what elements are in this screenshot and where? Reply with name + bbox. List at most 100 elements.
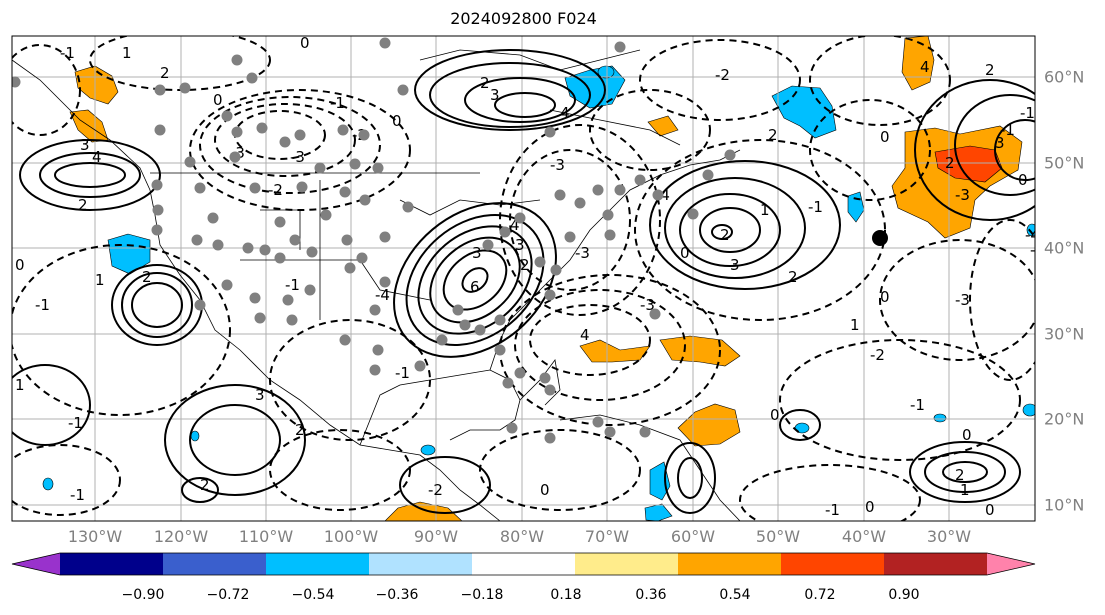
observation-point (614, 41, 626, 53)
observation-point (306, 246, 318, 258)
contour-label: 2 (768, 126, 778, 144)
observation-point (294, 129, 306, 141)
contour-label: -1 (68, 414, 83, 432)
colorbar-tick: 0.90 (888, 587, 920, 603)
observation-point (494, 314, 506, 326)
colorbar-tick: 0.18 (550, 587, 582, 603)
observation-point (221, 110, 233, 122)
contour-label: 0 (300, 34, 310, 52)
observation-point (151, 179, 163, 191)
contour-label: -1 (825, 501, 840, 519)
contour-label: 1 (95, 271, 105, 289)
contour-label: 6 (470, 278, 480, 296)
contour-label: -2 (268, 181, 283, 199)
lon-label: 30°W (926, 527, 972, 546)
observation-point (506, 422, 518, 434)
observation-point (249, 292, 261, 304)
observation-point (259, 244, 271, 256)
lon-label: 60°W (670, 527, 716, 546)
lat-label: 10°N (1044, 495, 1085, 515)
observation-point (474, 324, 486, 336)
observation-point (349, 158, 361, 170)
observation-point (604, 229, 616, 241)
observation-point (191, 234, 203, 246)
lat-label: 30°N (1044, 324, 1085, 344)
lon-label: 50°W (755, 527, 801, 546)
observation-point (614, 184, 626, 196)
lat-label: 60°N (1044, 67, 1085, 87)
contour-label: -1 (910, 396, 925, 414)
contour-label: -2 (428, 481, 443, 499)
lon-label: 100°W (323, 527, 379, 546)
lat-label: 40°N (1044, 238, 1085, 258)
contour-label: 3 (255, 386, 265, 404)
contour-label: 3 (472, 244, 482, 262)
observation-point (414, 360, 426, 372)
observation-point (592, 416, 604, 428)
colorbar-segment (60, 553, 164, 575)
contour-label: 2 (200, 476, 210, 494)
observation-point (554, 189, 566, 201)
contour-label: 2 (480, 74, 490, 92)
black-dot (872, 230, 888, 246)
observation-point (539, 372, 551, 384)
observation-point (274, 252, 286, 264)
observation-point (274, 216, 286, 228)
contour-label: 0 (985, 501, 995, 519)
observation-point (702, 169, 714, 181)
observation-point (604, 426, 616, 438)
contour-label: 2 (788, 268, 798, 286)
red-patch (934, 145, 1003, 183)
observation-point (550, 264, 562, 276)
colorbar-tick: −0.18 (460, 587, 504, 603)
observation-point (452, 304, 464, 316)
observation-point (544, 126, 556, 138)
observation-point (502, 377, 514, 389)
observation-point (221, 279, 233, 291)
observation-point (194, 182, 206, 194)
colorbar-tick: −0.72 (206, 587, 250, 603)
observation-point (184, 156, 196, 168)
colorbar-segment (884, 553, 988, 575)
contour-label: 3 (515, 236, 525, 254)
lon-label: 70°W (584, 527, 630, 546)
observation-point (356, 252, 368, 264)
contour-label: 0 (15, 256, 25, 274)
contour-lines (12, 49, 1035, 514)
colorbar-tick: 0.54 (719, 587, 751, 603)
colorbar-segment (781, 553, 885, 575)
lon-label: 90°W (413, 527, 459, 546)
contour-label: 0 (392, 112, 402, 130)
observation-point (649, 308, 661, 320)
observation-point (212, 239, 224, 251)
observation-point (602, 209, 614, 221)
contour-label: 1 (122, 44, 132, 62)
observation-point (436, 334, 448, 346)
observation-point (592, 184, 604, 196)
observation-point (179, 82, 191, 94)
observation-point (379, 37, 391, 49)
contour-label: 1 (760, 201, 770, 219)
contour-label: -3 (955, 291, 970, 309)
contour-label: -3 (640, 296, 655, 314)
observation-point (154, 124, 166, 136)
observation-point (499, 226, 511, 238)
map-frame (11, 35, 1036, 522)
contour-label: -1 (35, 296, 50, 314)
observation-point (296, 181, 308, 193)
contour-label: 4 (920, 58, 930, 76)
contour-label: -3 (550, 156, 565, 174)
observation-point (482, 239, 494, 251)
contour-label: -1 (1030, 241, 1045, 259)
observation-point (341, 234, 353, 246)
blue-patch (771, 85, 837, 139)
contour-label: 0 (540, 481, 550, 499)
lon-label: 80°W (499, 527, 545, 546)
contour-label: 3 (490, 86, 500, 104)
contour-label: 2 (78, 196, 88, 214)
graticule (12, 36, 1035, 521)
colorbar-segment (163, 553, 267, 575)
observation-point (304, 284, 316, 296)
colorbar-tick: −0.36 (375, 587, 419, 603)
contour-label: -2 (870, 346, 885, 364)
